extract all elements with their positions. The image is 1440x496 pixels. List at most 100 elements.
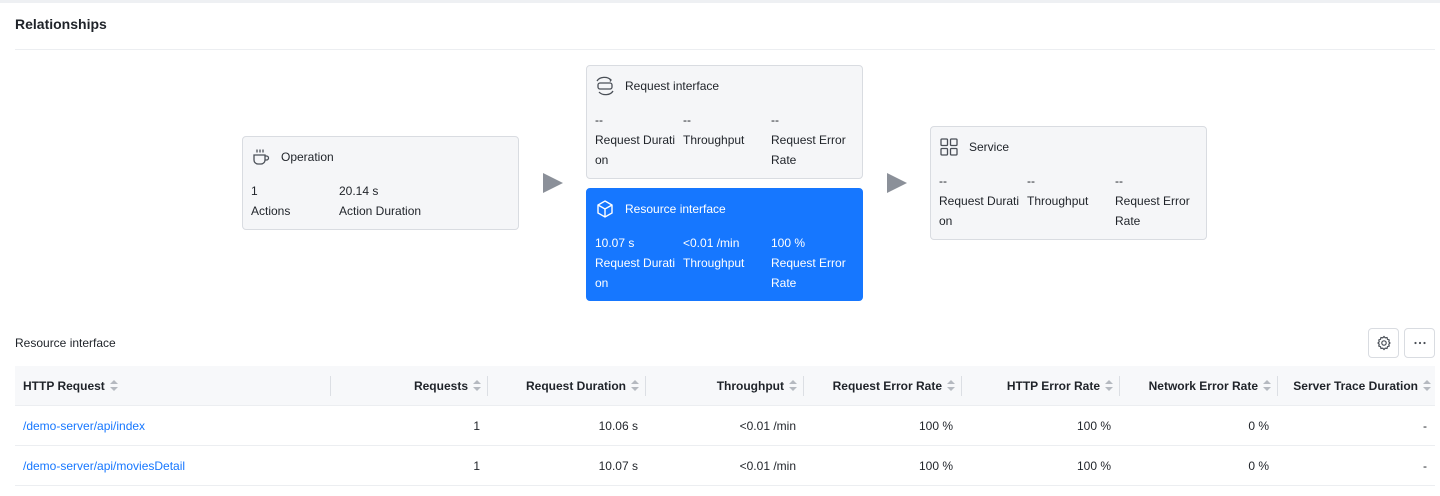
- top-border: [0, 0, 1440, 3]
- column-header-label: Server Trace Duration: [1293, 379, 1418, 393]
- column-separator[interactable]: [330, 376, 331, 396]
- metric-label: Request Duration: [595, 256, 676, 290]
- more-dots-icon: [1412, 335, 1428, 351]
- sort-icon[interactable]: [1263, 380, 1271, 392]
- metric-label: Request Duration: [595, 133, 676, 167]
- cell-requests: 1: [473, 459, 480, 473]
- metric-label: Request Error Rate: [771, 256, 846, 290]
- operation-metric-actions: 1 Actions: [251, 181, 337, 221]
- column-header-label: Throughput: [716, 379, 784, 393]
- cell-http-error-rate: 100 %: [1076, 459, 1111, 473]
- flow-arrow-right: [887, 173, 907, 193]
- coffee-cup-icon: [251, 147, 271, 167]
- column-header-http-request[interactable]: HTTP Request: [23, 366, 323, 406]
- cell-network-error-rate: 0 %: [1248, 459, 1269, 473]
- title-divider: [15, 49, 1435, 50]
- cell-throughput: <0.01 /min: [739, 419, 796, 433]
- column-header-network-error-rate[interactable]: Network Error Rate: [1121, 366, 1271, 406]
- sort-icon[interactable]: [947, 380, 955, 392]
- metric-value: --: [939, 174, 947, 188]
- request-metric-error-rate: -- Request Error Rate: [771, 110, 857, 170]
- metric-label: Request Error Rate: [1115, 194, 1190, 228]
- metric-label: Request Error Rate: [771, 133, 846, 167]
- sort-icon[interactable]: [1423, 380, 1431, 392]
- cell-server-trace-duration: -: [1423, 419, 1427, 433]
- cube-icon: [595, 199, 615, 219]
- table-row[interactable]: /demo-server/api/moviesDetail 1 10.07 s …: [15, 446, 1435, 486]
- column-separator[interactable]: [487, 376, 488, 396]
- column-separator[interactable]: [1119, 376, 1120, 396]
- resource-section-label: Resource interface: [15, 336, 116, 350]
- sort-icon[interactable]: [789, 380, 797, 392]
- column-header-label: Network Error Rate: [1148, 379, 1258, 393]
- resource-metric-error-rate: 100 % Request Error Rate: [771, 233, 857, 293]
- resource-interface-card[interactable]: Resource interface 10.07 s Request Durat…: [586, 188, 863, 301]
- service-metric-duration: -- Request Duration: [939, 171, 1025, 231]
- metric-label: Throughput: [683, 256, 745, 270]
- metric-label: Throughput: [1027, 194, 1089, 208]
- column-separator[interactable]: [1277, 376, 1278, 396]
- service-metric-throughput: -- Throughput: [1027, 171, 1113, 211]
- column-header-label: Request Error Rate: [832, 379, 942, 393]
- request-metric-throughput: -- Throughput: [683, 110, 769, 150]
- column-header-label: Request Duration: [525, 379, 626, 393]
- table-more-button[interactable]: [1404, 328, 1435, 358]
- column-header-label: Requests: [413, 379, 468, 393]
- service-card[interactable]: Service -- Request Duration -- Throughpu…: [930, 126, 1207, 240]
- metric-value: --: [1027, 174, 1035, 188]
- request-card-title: Request interface: [625, 79, 720, 93]
- resource-metric-throughput: <0.01 /min Throughput: [683, 233, 769, 273]
- sort-icon[interactable]: [473, 380, 481, 392]
- column-separator[interactable]: [645, 376, 646, 396]
- table-row[interactable]: /demo-server/api/index 1 10.06 s <0.01 /…: [15, 406, 1435, 446]
- operation-card-title: Operation: [281, 150, 334, 164]
- metric-label: Throughput: [683, 133, 745, 147]
- metric-label: Request Duration: [939, 194, 1020, 228]
- column-header-request-duration[interactable]: Request Duration: [489, 366, 639, 406]
- grid-apps-icon: [939, 137, 959, 157]
- request-metric-duration: -- Request Duration: [595, 110, 681, 170]
- flow-arrow-left: [543, 173, 563, 193]
- cell-http-request: /demo-server/api/index: [23, 406, 323, 446]
- cell-server-trace-duration: -: [1423, 459, 1427, 473]
- sort-icon[interactable]: [1105, 380, 1113, 392]
- request-interface-card[interactable]: Request interface -- Request Duration --…: [586, 65, 863, 179]
- page-title: Relationships: [15, 16, 107, 32]
- settings-gear-icon: [1376, 335, 1392, 351]
- operation-metric-action-duration: 20.14 s Action Duration: [339, 181, 459, 221]
- column-header-request-error-rate[interactable]: Request Error Rate: [805, 366, 955, 406]
- metric-label: Actions: [251, 204, 291, 218]
- cell-network-error-rate: 0 %: [1248, 419, 1269, 433]
- cell-throughput: <0.01 /min: [739, 459, 796, 473]
- column-separator[interactable]: [961, 376, 962, 396]
- metric-value: 10.07 s: [595, 236, 635, 250]
- sort-icon[interactable]: [631, 380, 639, 392]
- cell-request-error-rate: 100 %: [918, 419, 953, 433]
- cell-http-error-rate: 100 %: [1076, 419, 1111, 433]
- metric-value: 20.14 s: [339, 184, 379, 198]
- metric-value: --: [771, 113, 779, 127]
- sort-icon[interactable]: [109, 380, 118, 392]
- cell-http-request: /demo-server/api/moviesDetail: [23, 446, 323, 486]
- cell-request-duration: 10.06 s: [598, 419, 638, 433]
- metric-value: --: [1115, 174, 1123, 188]
- resource-card-title: Resource interface: [625, 202, 726, 216]
- column-header-server-trace-duration[interactable]: Server Trace Duration: [1279, 366, 1431, 406]
- http-request-link[interactable]: /demo-server/api/moviesDetail: [23, 459, 186, 473]
- table-settings-button[interactable]: [1368, 328, 1399, 358]
- metric-value: --: [683, 113, 691, 127]
- column-header-http-error-rate[interactable]: HTTP Error Rate: [963, 366, 1113, 406]
- http-request-link[interactable]: /demo-server/api/index: [23, 419, 146, 433]
- column-header-requests[interactable]: Requests: [331, 366, 481, 406]
- metric-value: 1: [251, 184, 258, 198]
- metric-value: <0.01 /min: [683, 236, 740, 250]
- column-separator[interactable]: [803, 376, 804, 396]
- table-header: HTTP Request Requests Request Duration T…: [15, 366, 1435, 406]
- column-header-throughput[interactable]: Throughput: [647, 366, 797, 406]
- column-header-label: HTTP Error Rate: [1006, 379, 1100, 393]
- metric-value: 100 %: [771, 236, 806, 250]
- metric-label: Action Duration: [339, 204, 422, 218]
- operation-card[interactable]: Operation 1 Actions 20.14 s Action Durat…: [242, 136, 519, 230]
- resource-metric-duration: 10.07 s Request Duration: [595, 233, 681, 293]
- api-interface-icon: [595, 76, 615, 96]
